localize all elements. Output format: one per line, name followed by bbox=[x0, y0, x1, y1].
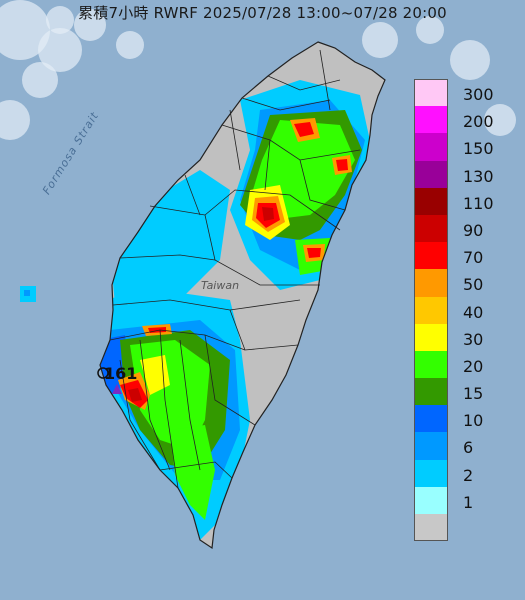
legend-label: 15 bbox=[463, 384, 484, 404]
legend-row: 2 bbox=[414, 459, 519, 487]
legend-swatch bbox=[414, 296, 448, 324]
legend-row: 130 bbox=[414, 160, 519, 188]
legend-swatch bbox=[414, 269, 448, 297]
rainfall-legend: 300 200 150 130 110 90 70 50 40 30 20 15 10 6 2 1 bbox=[414, 79, 519, 542]
station-marker-icon bbox=[112, 384, 122, 394]
rain-area-70mm-ne bbox=[294, 122, 314, 137]
island-coastline bbox=[99, 41, 386, 550]
legend-row: 6 bbox=[414, 432, 519, 460]
rain-area-70mm-ec bbox=[307, 248, 321, 258]
cloud-texture bbox=[0, 0, 516, 140]
legend-row: 110 bbox=[414, 187, 519, 215]
legend-label: 200 bbox=[463, 112, 494, 132]
legend-row: 20 bbox=[414, 350, 519, 379]
legend-row: 30 bbox=[414, 323, 519, 351]
legend-label: 40 bbox=[463, 302, 484, 322]
legend-swatch bbox=[414, 350, 448, 379]
rain-area-2mm-west bbox=[110, 170, 230, 305]
legend-swatch bbox=[414, 323, 448, 351]
county-borders bbox=[109, 49, 361, 489]
legend-label: 300 bbox=[463, 85, 494, 104]
legend-label: 110 bbox=[463, 193, 494, 213]
legend-label: 2 bbox=[463, 465, 474, 485]
legend-row: 1 bbox=[414, 486, 519, 514]
legend-row: 300 bbox=[414, 79, 519, 107]
legend-label: 10 bbox=[463, 411, 484, 431]
legend-label: 30 bbox=[463, 329, 484, 349]
legend-swatch bbox=[414, 514, 448, 542]
legend-label: 1 bbox=[463, 492, 474, 512]
legend-label: 130 bbox=[463, 166, 494, 186]
legend-label: 50 bbox=[463, 275, 484, 295]
legend-swatch bbox=[414, 133, 448, 161]
legend-swatch bbox=[414, 187, 448, 215]
legend-row: 50 bbox=[414, 269, 519, 297]
legend-row: 40 bbox=[414, 296, 519, 324]
legend-row: 150 bbox=[414, 133, 519, 161]
legend-label: 20 bbox=[463, 356, 484, 376]
rain-area-20mm-south bbox=[170, 425, 215, 520]
legend-swatch bbox=[414, 160, 448, 188]
legend-swatch bbox=[414, 459, 448, 487]
legend-row: 90 bbox=[414, 214, 519, 243]
rain-area-90mm-sw bbox=[128, 388, 142, 402]
legend-swatch bbox=[414, 432, 448, 460]
legend-label: 90 bbox=[463, 220, 484, 240]
legend-swatch bbox=[414, 486, 448, 514]
station-circle-icon bbox=[97, 367, 109, 379]
rain-area-90mm-north bbox=[262, 207, 274, 221]
island-label: Taiwan bbox=[201, 279, 240, 292]
legend-swatch bbox=[414, 214, 448, 243]
legend-swatch bbox=[414, 242, 448, 270]
penghu-rain-core bbox=[24, 290, 30, 296]
legend-row bbox=[414, 514, 519, 542]
legend-swatch bbox=[414, 106, 448, 134]
legend-row: 70 bbox=[414, 242, 519, 270]
legend-swatch bbox=[414, 378, 448, 406]
map-title: 累積7小時 RWRF 2025/07/28 13:00~07/28 20:00 bbox=[78, 4, 447, 22]
legend-label: 70 bbox=[463, 248, 484, 268]
legend-row: 10 bbox=[414, 405, 519, 433]
legend-row: 15 bbox=[414, 378, 519, 406]
legend-row: 200 bbox=[414, 106, 519, 134]
legend-label: 6 bbox=[463, 438, 474, 458]
legend-swatch bbox=[414, 79, 448, 107]
rain-area-70mm-east bbox=[336, 159, 348, 171]
legend-label: 150 bbox=[463, 139, 494, 159]
legend-swatch bbox=[414, 405, 448, 433]
station-label: 161 bbox=[104, 364, 138, 383]
